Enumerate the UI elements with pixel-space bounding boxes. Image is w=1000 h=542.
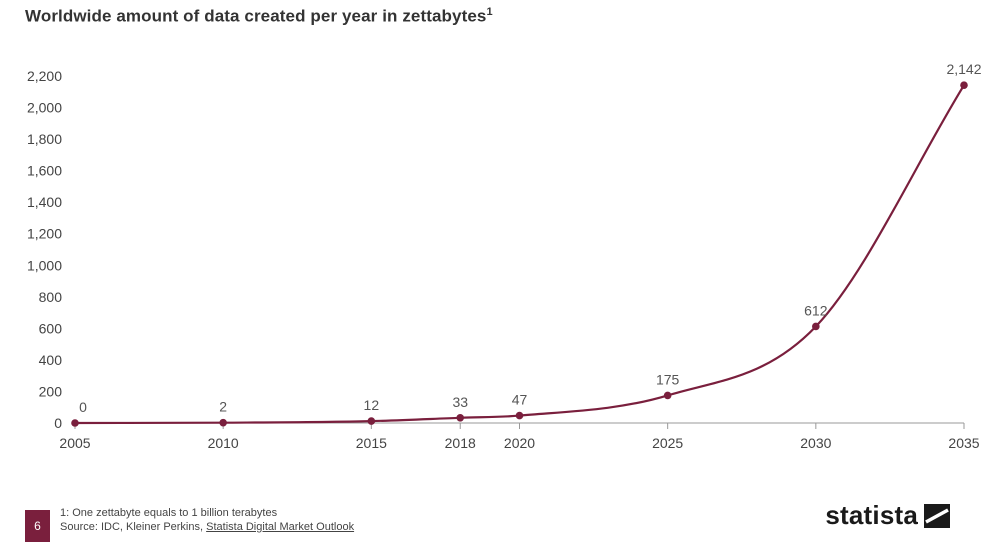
data-point (219, 418, 227, 427)
data-label: 2 (219, 399, 227, 415)
x-tick-label: 2010 (208, 435, 239, 451)
x-tick-label: 2035 (948, 435, 979, 451)
x-tick-label: 2025 (652, 435, 683, 451)
brand-wordmark: statista (825, 500, 918, 530)
data-label: 0 (79, 399, 87, 415)
y-tick-label: 1,000 (27, 257, 62, 273)
footnote: 1: One zettabyte equals to 1 billion ter… (60, 507, 278, 519)
data-labels: 0 2 12 33 47 175 612 2,142 (79, 61, 982, 415)
y-tick-label: 2,000 (27, 100, 62, 116)
y-tick-label: 800 (39, 289, 63, 305)
x-tick-label: 2015 (356, 435, 387, 451)
chart-title: Worldwide amount of data created per yea… (25, 6, 493, 26)
data-label: 175 (656, 371, 680, 387)
x-tick-label: 2005 (59, 435, 90, 451)
source-prefix: Source: IDC, Kleiner Perkins, (60, 521, 207, 533)
y-tick-label: 200 (39, 383, 63, 399)
y-tick-label: 1,200 (27, 226, 62, 242)
y-tick-label: 1,800 (27, 131, 62, 147)
data-label: 47 (512, 392, 528, 408)
x-tick-label: 2020 (504, 435, 535, 451)
series-layer (71, 81, 968, 427)
data-point (456, 413, 465, 422)
y-tick-label: 600 (39, 320, 63, 336)
y-tick-label: 1,600 (27, 163, 62, 179)
y-axis: 0 200 400 600 800 1,000 1,200 1,400 1,600 1,800 2,… (27, 68, 62, 431)
x-tick-label: 2018 (445, 435, 476, 451)
source-line: Source: IDC, Kleiner Perkins, Statista D… (60, 520, 354, 534)
data-label: 612 (804, 302, 828, 318)
statista-logo-icon (924, 503, 950, 528)
y-tick-label: 2,200 (27, 68, 62, 84)
data-label: 2,142 (946, 61, 981, 77)
data-point (812, 322, 820, 331)
data-point (71, 419, 79, 427)
data-point (663, 391, 672, 400)
data-point (367, 417, 376, 425)
brand-logo: statista (825, 500, 950, 531)
data-point (515, 411, 524, 420)
data-label: 33 (452, 394, 468, 410)
y-tick-label: 0 (54, 415, 62, 431)
data-label: 12 (364, 397, 380, 413)
chart: 0 200 400 600 800 1,000 1,200 1,400 1,600 1,800 2,… (27, 61, 982, 451)
page-number-badge: 6 (25, 510, 50, 542)
title-footnote-marker: 1 (486, 6, 493, 18)
x-tick-label: 2030 (800, 435, 831, 451)
data-point (960, 81, 968, 89)
x-axis: 2005 2010 2015 2018 2020 2025 2030 2035 (59, 422, 980, 451)
y-tick-label: 1,400 (27, 194, 62, 210)
footnote-block: 1: One zettabyte equals to 1 billion ter… (60, 506, 354, 534)
series-line (74, 84, 965, 425)
source-link[interactable]: Statista Digital Market Outlook (206, 521, 355, 533)
y-tick-label: 400 (39, 352, 63, 368)
